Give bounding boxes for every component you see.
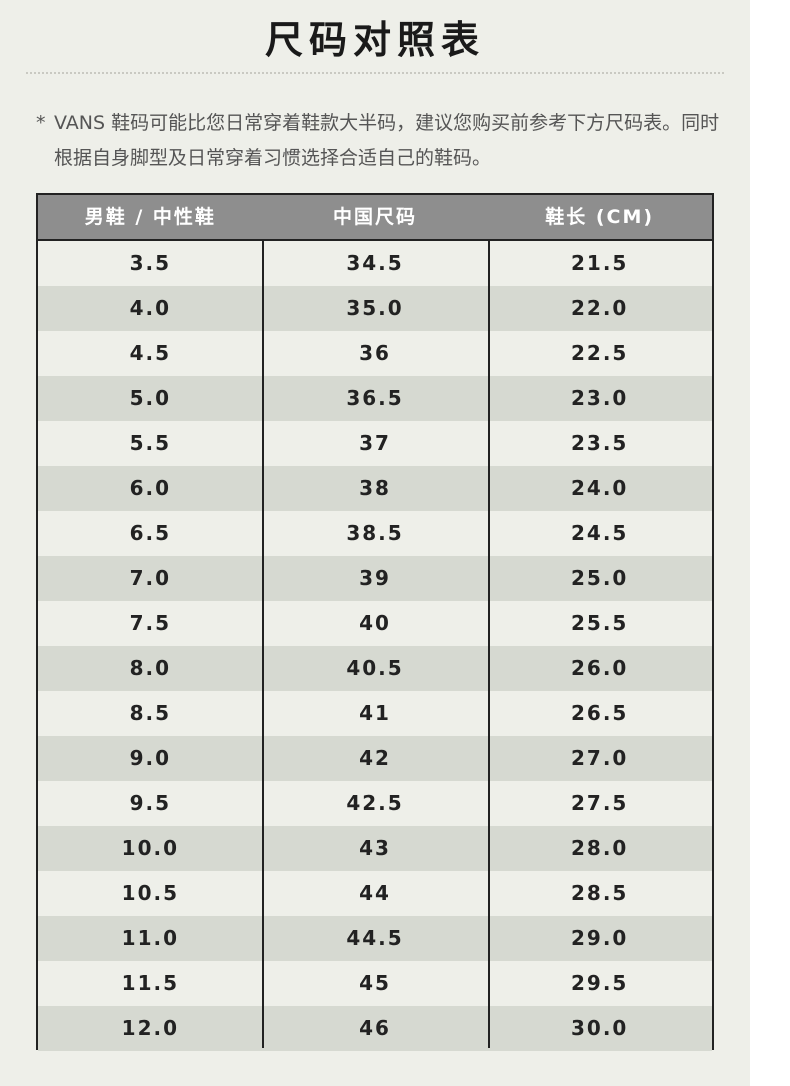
cell-foot-length: 29.5 — [571, 971, 629, 995]
cell-us-size: 8.0 — [129, 656, 172, 680]
table-row: 9.0 42 27.0 — [38, 736, 712, 781]
table-row: 11.0 44.5 29.0 — [38, 916, 712, 961]
cell-us-size: 7.0 — [129, 566, 172, 590]
cell-cn-size: 44 — [359, 881, 391, 905]
cell-foot-length: 21.5 — [571, 251, 629, 275]
note-text: VANS 鞋码可能比您日常穿着鞋款大半码，建议您购买前参考下方尺码表。同时根据自… — [54, 112, 720, 169]
cell-foot-length: 27.0 — [571, 746, 629, 770]
table-header: 男鞋 / 中性鞋 中国尺码 鞋长 (CM) — [38, 195, 712, 241]
table-row: 5.0 36.5 23.0 — [38, 376, 712, 421]
cell-foot-length: 24.5 — [571, 521, 629, 545]
cell-cn-size: 35.0 — [346, 296, 404, 320]
dotted-divider — [26, 72, 724, 74]
cell-us-size: 10.0 — [121, 836, 180, 860]
cell-us-size: 12.0 — [121, 1016, 180, 1040]
cell-foot-length: 26.0 — [571, 656, 629, 680]
cell-foot-length: 26.5 — [571, 701, 629, 725]
cell-foot-length: 28.5 — [571, 881, 629, 905]
cell-us-size: 5.0 — [129, 386, 172, 410]
note-asterisk: * — [36, 112, 46, 134]
cell-cn-size: 44.5 — [346, 926, 404, 950]
cell-foot-length: 22.5 — [571, 341, 629, 365]
cell-cn-size: 46 — [359, 1016, 391, 1040]
size-chart-panel: 尺码对照表 * VANS 鞋码可能比您日常穿着鞋款大半码，建议您购买前参考下方尺… — [0, 0, 750, 1086]
cell-foot-length: 23.5 — [571, 431, 629, 455]
header-us-size: 男鞋 / 中性鞋 — [84, 206, 216, 228]
cell-foot-length: 23.0 — [571, 386, 629, 410]
cell-cn-size: 42.5 — [346, 791, 404, 815]
cell-cn-size: 43 — [359, 836, 391, 860]
cell-foot-length: 22.0 — [571, 296, 629, 320]
table-row: 8.5 41 26.5 — [38, 691, 712, 736]
cell-us-size: 5.5 — [129, 431, 172, 455]
cell-us-size: 7.5 — [129, 611, 172, 635]
table-row: 8.0 40.5 26.0 — [38, 646, 712, 691]
cell-cn-size: 36 — [359, 341, 391, 365]
cell-cn-size: 36.5 — [346, 386, 404, 410]
header-cn-size: 中国尺码 — [333, 206, 418, 228]
cell-us-size: 11.5 — [121, 971, 180, 995]
table-row: 10.0 43 28.0 — [38, 826, 712, 871]
column-divider — [262, 241, 264, 1048]
cell-foot-length: 29.0 — [571, 926, 629, 950]
table-row: 4.5 36 22.5 — [38, 331, 712, 376]
column-divider — [488, 241, 490, 1048]
table-row: 3.5 34.5 21.5 — [38, 241, 712, 286]
cell-foot-length: 24.0 — [571, 476, 629, 500]
cell-foot-length: 25.5 — [571, 611, 629, 635]
cell-foot-length: 28.0 — [571, 836, 629, 860]
cell-us-size: 11.0 — [121, 926, 180, 950]
cell-us-size: 10.5 — [121, 881, 180, 905]
table-row: 9.5 42.5 27.5 — [38, 781, 712, 826]
table-row: 11.5 45 29.5 — [38, 961, 712, 1006]
size-note: * VANS 鞋码可能比您日常穿着鞋款大半码，建议您购买前参考下方尺码表。同时根… — [36, 106, 726, 176]
cell-us-size: 4.0 — [129, 296, 172, 320]
table-row: 6.5 38.5 24.5 — [38, 511, 712, 556]
cell-foot-length: 27.5 — [571, 791, 629, 815]
page-title: 尺码对照表 — [264, 18, 485, 62]
table-row: 12.0 46 30.0 — [38, 1006, 712, 1051]
cell-us-size: 9.5 — [129, 791, 172, 815]
cell-cn-size: 34.5 — [346, 251, 404, 275]
cell-cn-size: 40.5 — [346, 656, 404, 680]
cell-cn-size: 38 — [359, 476, 391, 500]
cell-cn-size: 41 — [359, 701, 391, 725]
cell-us-size: 9.0 — [129, 746, 172, 770]
cell-cn-size: 40 — [359, 611, 391, 635]
table-row: 4.0 35.0 22.0 — [38, 286, 712, 331]
table-row: 5.5 37 23.5 — [38, 421, 712, 466]
cell-foot-length: 25.0 — [571, 566, 629, 590]
cell-cn-size: 39 — [359, 566, 391, 590]
header-foot-length: 鞋长 (CM) — [545, 206, 655, 228]
cell-us-size: 3.5 — [129, 251, 172, 275]
cell-cn-size: 45 — [359, 971, 391, 995]
cell-cn-size: 38.5 — [346, 521, 404, 545]
size-table: 男鞋 / 中性鞋 中国尺码 鞋长 (CM) 3.5 34.5 21.5 4.0 35.0… — [36, 193, 714, 1051]
table-row: 10.5 44 28.5 — [38, 871, 712, 916]
cell-us-size: 6.0 — [129, 476, 172, 500]
cell-foot-length: 30.0 — [571, 1016, 629, 1040]
table-row: 7.0 39 25.0 — [38, 556, 712, 601]
cell-us-size: 4.5 — [129, 341, 172, 365]
cell-cn-size: 42 — [359, 746, 391, 770]
cell-us-size: 6.5 — [129, 521, 172, 545]
table-body: 3.5 34.5 21.5 4.0 35.0 22.0 4.5 36 22.5 5.0 36.5 23… — [38, 241, 712, 1051]
cell-us-size: 8.5 — [129, 701, 172, 725]
cell-cn-size: 37 — [359, 431, 391, 455]
table-row: 7.5 40 25.5 — [38, 601, 712, 646]
table-row: 6.0 38 24.0 — [38, 466, 712, 511]
